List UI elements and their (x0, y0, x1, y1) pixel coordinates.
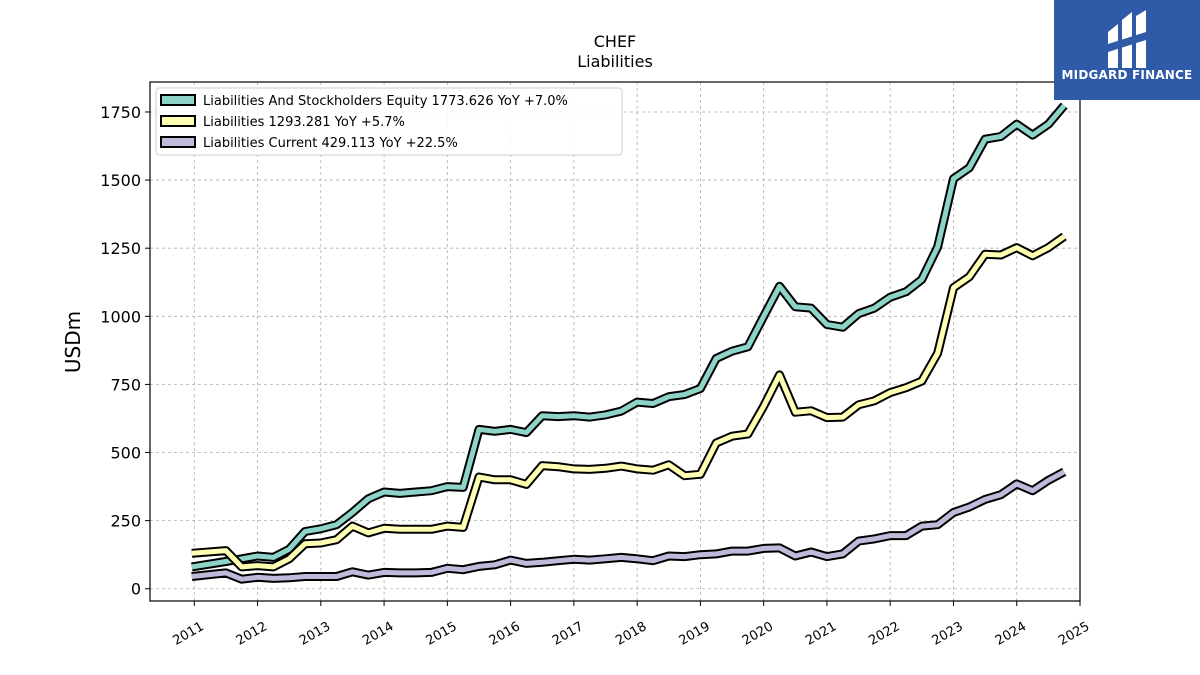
x-tick-label: 2023 (930, 619, 966, 649)
legend: Liabilities And Stockholders Equity 1773… (155, 87, 623, 156)
y-axis: 0 250 500 750 1000 1250 1500 1750 (100, 103, 150, 599)
x-tick-label: 2019 (677, 619, 713, 649)
y-tick-label: 1500 (100, 171, 141, 190)
y-tick-label: 1250 (100, 239, 141, 258)
legend-entry: Liabilities 1293.281 YoY +5.7% (203, 115, 405, 130)
series-line-1 (191, 103, 1067, 570)
x-tick-label: 2015 (424, 619, 460, 649)
x-tick-label: 2012 (234, 619, 270, 649)
y-tick-label: 500 (110, 444, 141, 463)
brand-name: MIDGARD FINANCE (1061, 68, 1193, 82)
legend-swatch (160, 136, 196, 148)
x-tick-label: 2021 (803, 619, 839, 649)
series-lines (191, 102, 1068, 584)
brand-logo-icon (1108, 10, 1146, 68)
legend-entry: Liabilities Current 429.113 YoY +22.5% (203, 136, 458, 151)
x-tick-label: 2011 (170, 619, 206, 649)
x-tick-label: 2017 (550, 619, 586, 649)
x-tick-label: 2013 (297, 619, 333, 649)
grid (150, 82, 1081, 601)
x-tick-label: 2025 (1056, 619, 1092, 649)
legend-swatch (160, 115, 196, 127)
x-tick-label: 2016 (487, 619, 523, 649)
x-tick-label: 2022 (866, 619, 902, 649)
legend-swatch (160, 94, 196, 106)
plot-frame (149, 81, 1081, 602)
y-tick-label: 1750 (100, 103, 141, 122)
x-axis: 2011 2012 2013 2014 2015 2016 2017 2018 2019 2020… (170, 601, 1092, 649)
legend-entry: Liabilities And Stockholders Equity 1773… (203, 94, 568, 109)
y-tick-label: 750 (110, 375, 141, 394)
chart-title: CHEF (594, 32, 637, 51)
series-line-outline (191, 102, 1068, 572)
y-axis-label: USDm (61, 311, 85, 373)
x-tick-label: 2024 (993, 619, 1029, 649)
y-tick-label: 250 (110, 512, 141, 531)
chart-subtitle: Liabilities (577, 52, 653, 71)
x-tick-label: 2014 (360, 619, 396, 649)
series-line-3 (191, 469, 1066, 582)
series-line-outline (191, 232, 1067, 572)
y-tick-label: 0 (131, 580, 141, 599)
legend-box (155, 87, 623, 156)
x-tick-label: 2018 (613, 619, 649, 649)
series-line-2 (191, 234, 1066, 570)
brand-logo: MIDGARD FINANCE (1054, 0, 1200, 100)
y-tick-label: 1000 (100, 307, 141, 326)
x-tick-label: 2020 (740, 619, 776, 649)
